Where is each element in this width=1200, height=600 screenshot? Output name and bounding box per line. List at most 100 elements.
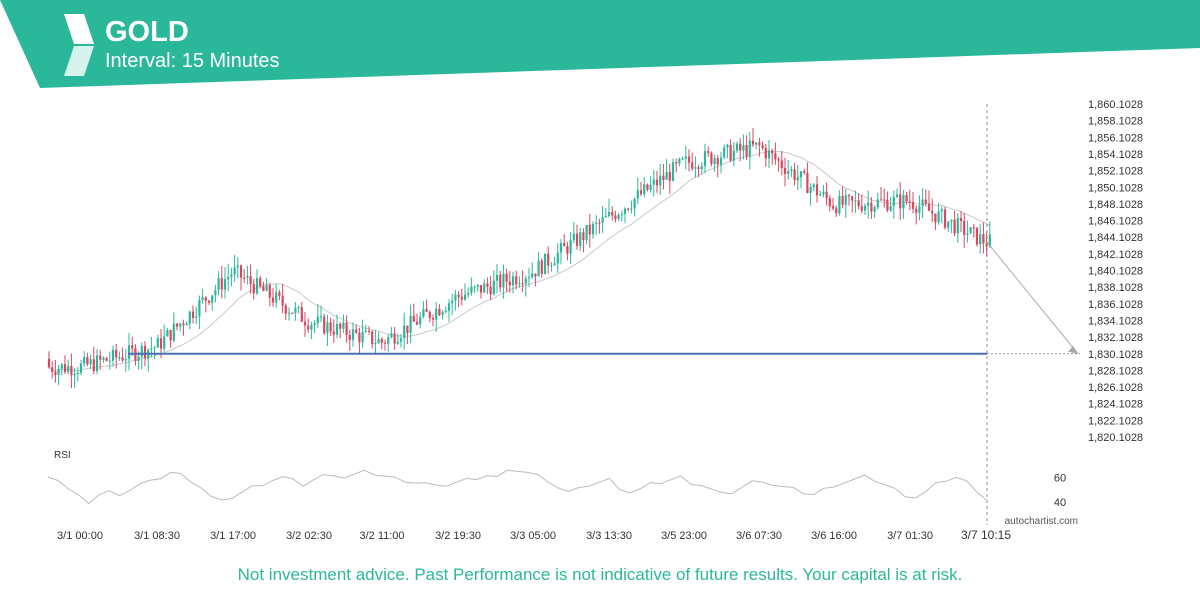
candle [598,218,601,234]
candle-body [540,260,543,274]
candle-body [934,213,937,223]
candle-body [207,300,211,303]
candle-body [671,162,675,181]
candle-body [143,346,147,359]
candle-body [169,329,172,341]
candle [799,170,803,189]
candle-body [947,221,950,228]
candle-body [623,208,627,215]
rsi-line [47,469,988,505]
candle [623,207,627,224]
candle [89,354,92,369]
candle-body [553,263,556,266]
candle-body [479,285,483,293]
candle [873,205,876,219]
candle-body [662,175,665,180]
candle [387,334,390,352]
candle [502,264,505,299]
candle [249,264,252,294]
candle-body [95,355,99,372]
candle [179,322,182,332]
candle [486,277,489,294]
candle-body [463,294,467,300]
candle [559,239,563,265]
candle [767,140,771,169]
candle [931,198,934,223]
candle-body [729,144,732,161]
candle [499,270,502,293]
candle-body [803,171,806,173]
candle [409,304,412,343]
candle-body [86,357,89,365]
candle [121,347,124,363]
candle [988,221,991,248]
y-tick-label: 1,832.1028 [1088,332,1143,344]
candle-body [252,283,255,294]
candle [239,264,243,291]
candle [54,360,57,383]
candle [223,267,227,299]
candle-body [111,349,115,361]
candle-body [259,278,262,286]
candle [275,284,278,308]
candle [943,206,947,230]
candle [252,279,255,300]
candle [972,224,975,238]
candle-body [831,206,835,209]
candle [751,128,755,148]
candle-body [844,195,847,205]
candle [707,146,710,157]
candle-body [851,196,854,201]
candle [838,190,841,216]
candle [607,198,611,218]
y-tick-label: 1,826.1028 [1088,382,1143,394]
candle-body [703,151,707,167]
candle [175,322,179,331]
candle [895,188,899,199]
candle [476,284,479,292]
candle-body [911,201,915,209]
candle-body [220,278,223,290]
candle [732,142,735,167]
candle-body [470,286,473,293]
candle [579,227,582,252]
candle-body [383,342,387,344]
candle [726,143,729,159]
candle [134,344,137,366]
candle-body [342,322,345,329]
rsi-label: RSI [54,450,71,461]
candle-body [358,332,361,343]
candle-body [60,364,63,369]
candle-body [659,175,662,186]
candle-body [924,199,927,204]
candle [198,295,201,330]
candle [57,364,60,386]
candle [697,164,700,178]
projection-arrow-line [986,241,1079,355]
candle-body [771,150,774,154]
y-tick-label: 1,846.1028 [1088,216,1143,228]
candle [940,206,943,224]
candle-body [950,219,953,222]
candle [86,352,89,367]
candle-body [115,349,118,358]
candle [393,327,396,350]
candle [681,156,684,161]
candle-body [959,218,963,222]
candle-body [499,274,502,288]
candle [860,194,863,214]
candle-body [566,246,569,254]
candle-body [153,347,156,349]
candle-body [684,156,687,159]
candle [505,268,508,293]
candle-body [521,283,524,285]
candle-body [739,143,742,151]
candle [771,148,774,165]
candle-body [367,330,371,332]
candle [758,137,761,157]
candle-body [271,297,275,303]
candle-body [223,279,227,290]
candle [774,142,777,165]
candle-body [735,143,739,151]
candle [396,333,399,346]
